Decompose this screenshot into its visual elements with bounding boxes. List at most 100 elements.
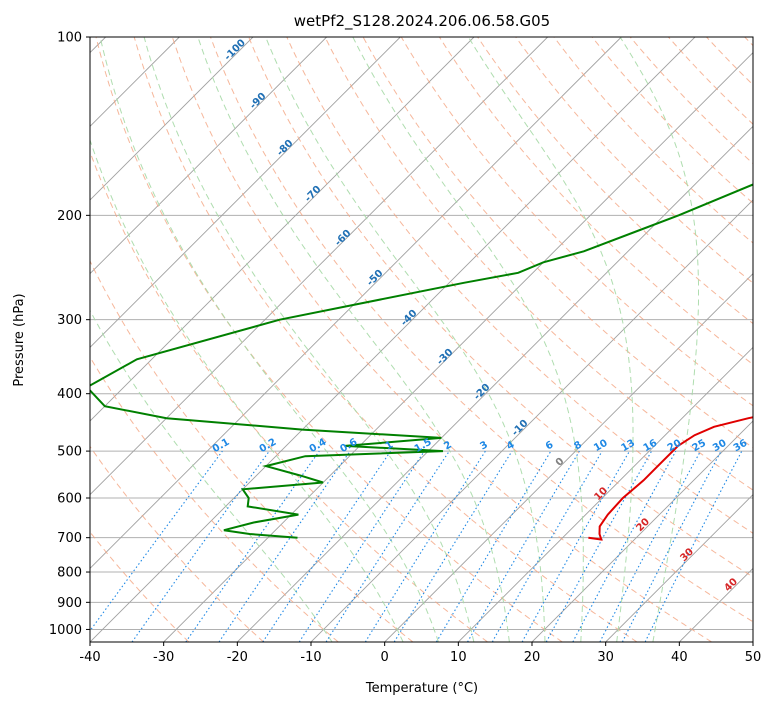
mixing-ratio-line [545, 450, 653, 642]
isotherm-line [163, 52, 753, 642]
isotherm-line [531, 420, 753, 642]
isotherm-label: -90 [248, 91, 269, 112]
isotherm-line [90, 37, 548, 496]
y-tick-label: 800 [57, 566, 82, 581]
mixing-ratio-label: 3 [478, 439, 490, 452]
y-tick-label: 600 [57, 492, 82, 507]
y-tick-label: 700 [57, 531, 82, 546]
y-axis-label: Pressure (hPa) [12, 293, 27, 386]
isotherm-label: -70 [303, 184, 324, 205]
y-tick-label: 400 [57, 387, 82, 402]
mixing-ratio-label: 30 [711, 438, 729, 455]
isotherm-line [90, 37, 622, 569]
isotherm-label: 10 [592, 485, 610, 503]
dry-adiabat-line [90, 356, 339, 642]
isotherm-line [237, 125, 753, 642]
mixing-ratio-line [435, 450, 552, 642]
plot-frame [89, 36, 754, 643]
x-tick-label: 0 [381, 650, 389, 665]
isotherm-label: 30 [678, 546, 696, 564]
dry-adiabat-line [90, 259, 414, 642]
temperature-trace [588, 416, 753, 541]
isotherm-label: -20 [472, 382, 493, 403]
mixing-ratio-label: 20 [666, 438, 684, 455]
dry-adiabat-line [248, 37, 753, 578]
isotherm-label: -60 [333, 228, 354, 249]
x-tick-label: -30 [153, 650, 174, 665]
isotherm-label: 0 [554, 456, 567, 469]
moist-adiabat-line [352, 37, 584, 642]
moist-adiabat-line [265, 37, 546, 642]
isotherm-line [679, 567, 753, 642]
x-tick-label: -40 [79, 650, 100, 665]
mixing-ratio-label: 2 [442, 439, 454, 452]
x-tick-label: 10 [450, 650, 467, 665]
mixing-ratio-line [90, 450, 223, 632]
isotherm-line [384, 273, 753, 642]
dry-adiabat-line [95, 37, 563, 642]
isotherm-line [752, 641, 753, 642]
isotherm-label: -30 [435, 347, 456, 368]
mixing-ratio-label: 4 [505, 439, 517, 452]
mixing-ratio-line [325, 450, 450, 642]
moist-adiabat-line [467, 37, 634, 642]
y-tick-label: 300 [57, 313, 82, 328]
dry-adiabat-line [744, 37, 753, 47]
isotherm-line [90, 37, 254, 201]
dry-adiabat-line [706, 37, 753, 86]
isotherm-line [90, 37, 696, 642]
y-tick-label: 1000 [49, 623, 82, 638]
dry-adiabat-line [286, 37, 753, 534]
mixing-ratio-label: 0.1 [211, 437, 232, 455]
y-tick-label: 900 [57, 596, 82, 611]
isotherm-line [90, 37, 475, 422]
mixing-ratio-line [131, 450, 270, 642]
mixing-ratio-line [262, 450, 392, 642]
dry-adiabat-line [90, 531, 190, 642]
chart-title: wetPf2_S128.2024.206.06.58.G05 [294, 12, 550, 31]
isotherm-label: -50 [365, 268, 386, 289]
mixing-ratio-label: 16 [642, 438, 660, 455]
isotherm-line [90, 37, 327, 275]
mixing-ratio-label: 25 [691, 438, 709, 455]
mixing-ratio-label: 0.6 [338, 437, 359, 455]
dry-adiabat-line [324, 37, 753, 491]
mixing-ratio-label: 10 [592, 438, 610, 455]
x-tick-label: 20 [524, 650, 541, 665]
dry-adiabat-line [171, 37, 712, 642]
mixing-ratio-line [393, 450, 513, 642]
mixing-ratio-line [218, 450, 351, 642]
moist-adiabat-line [90, 138, 404, 642]
dry-adiabat-line [210, 37, 753, 623]
axes: -40 -30 -20 -10 0 10 20 30 40 5010020030040050060… [49, 31, 761, 666]
x-tick-label: -10 [300, 650, 321, 665]
x-tick-label: 30 [597, 650, 614, 665]
mixing-ratio-line [599, 450, 701, 642]
y-tick-label: 100 [57, 31, 82, 46]
isotherm-label: 40 [722, 576, 740, 594]
mixing-ratio-line [521, 450, 630, 642]
isotherm-line [90, 37, 401, 348]
isotherm-label: -80 [275, 138, 296, 159]
dry-adiabat-line [553, 37, 753, 244]
dry-adiabat-line [90, 150, 488, 642]
mixing-ratio-line [298, 450, 425, 642]
moist-adiabat-line [90, 309, 333, 642]
x-tick-label: 40 [671, 650, 688, 665]
mixing-ratio-line [572, 450, 677, 642]
mixing-ratio-label: 8 [572, 439, 584, 452]
isotherm-line [310, 199, 753, 642]
y-tick-label: 200 [57, 209, 82, 224]
dry-adiabat-line [133, 37, 638, 642]
y-tick-label: 500 [57, 445, 82, 460]
isotherm-label: -10 [510, 418, 531, 439]
isotherm-label: -100 [222, 37, 248, 63]
moist-adiabat-line [99, 37, 439, 642]
isotherm-label: 20 [634, 516, 652, 534]
mixing-ratio-line [364, 450, 486, 642]
isotherm-line [605, 494, 753, 642]
x-axis-label: Temperature (°C) [365, 681, 478, 696]
mixing-ratio-label: 13 [619, 438, 637, 455]
moist-adiabat-line [197, 37, 510, 642]
